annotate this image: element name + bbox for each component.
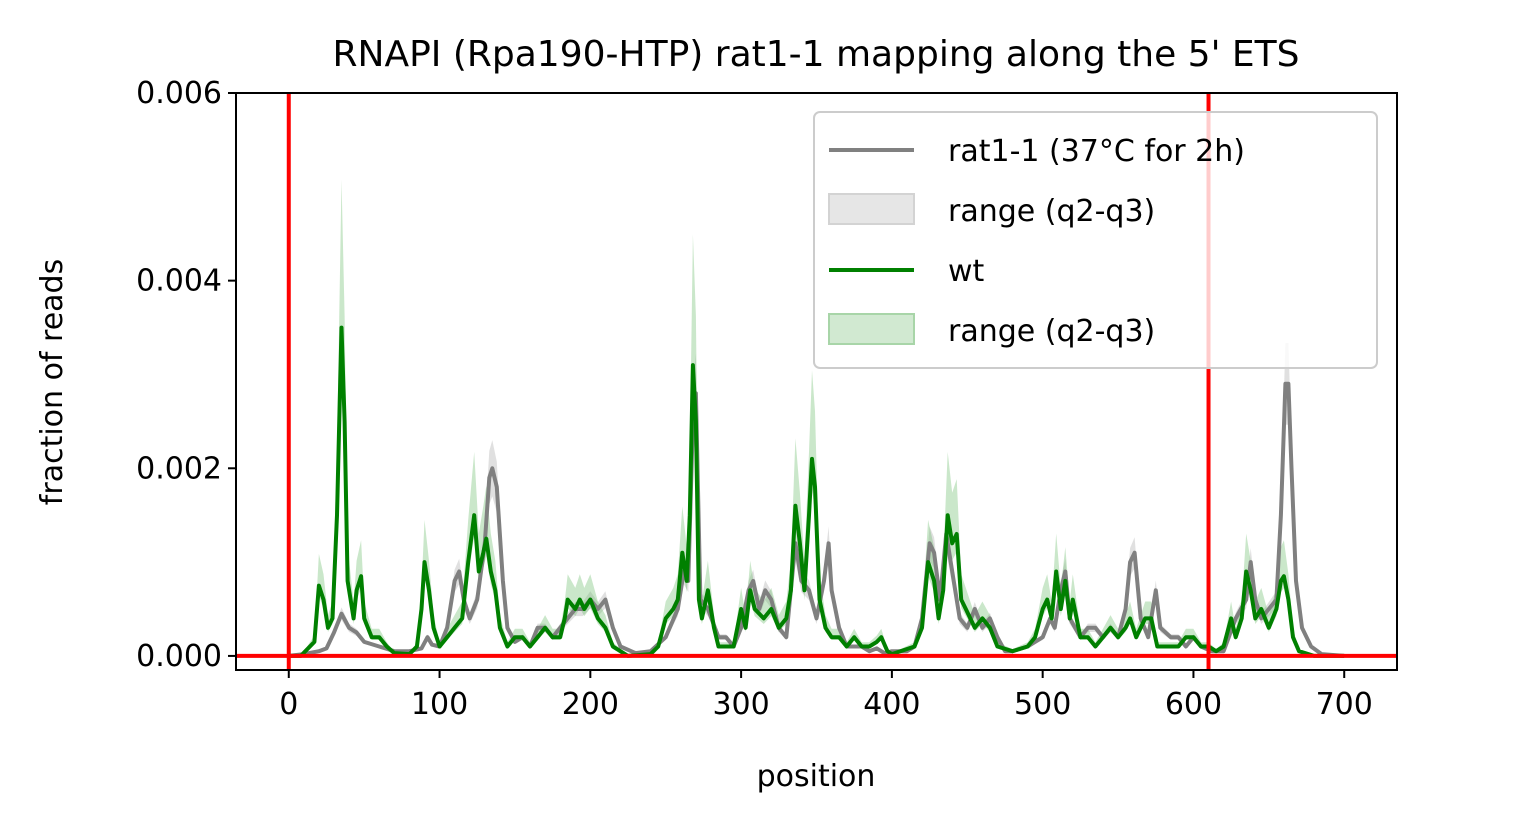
series-line-wt	[288, 325, 1345, 658]
y-axis-label: fraction of reads	[35, 259, 70, 505]
x-axis-ticks: 0 100 200 300 400 500 600 700	[279, 670, 1373, 722]
legend-frame	[813, 111, 1378, 369]
legend-label-wt: wt	[948, 254, 985, 289]
x-tick-label: 300	[712, 687, 769, 722]
y-tick-label: 0.002	[136, 451, 222, 486]
legend: rat1-1 (37°C for 2h) range (q2-q3) wt ra…	[813, 111, 1378, 369]
legend-swatch-rat1-range	[828, 193, 915, 225]
y-tick-label: 0.006	[136, 76, 222, 111]
y-tick-label: 0.000	[136, 639, 222, 674]
x-tick-label: 0	[279, 687, 298, 722]
x-tick-label: 400	[863, 687, 920, 722]
axes-frame	[235, 92, 1398, 671]
chart-title: RNAPI (Rpa190-HTP) rat1-1 mapping along …	[333, 34, 1300, 75]
x-tick-label: 100	[411, 687, 468, 722]
plot-area	[236, 93, 1397, 670]
legend-swatch-wt-range	[828, 313, 915, 345]
legend-label-wt-range: range (q2-q3)	[948, 314, 1155, 349]
x-tick-label: 200	[562, 687, 619, 722]
series-line-rat1	[288, 381, 1345, 658]
x-tick-label: 600	[1165, 687, 1222, 722]
legend-label-rat1-range: range (q2-q3)	[948, 194, 1155, 229]
legend-label-rat1: rat1-1 (37°C for 2h)	[948, 134, 1245, 169]
y-axis-ticks: 0.000 0.002 0.004 0.006	[136, 76, 236, 674]
y-tick-label: 0.004	[136, 264, 222, 299]
x-tick-label: 500	[1014, 687, 1071, 722]
series-layer	[288, 325, 1345, 658]
x-axis-label: position	[757, 759, 876, 794]
x-tick-label: 700	[1316, 687, 1373, 722]
